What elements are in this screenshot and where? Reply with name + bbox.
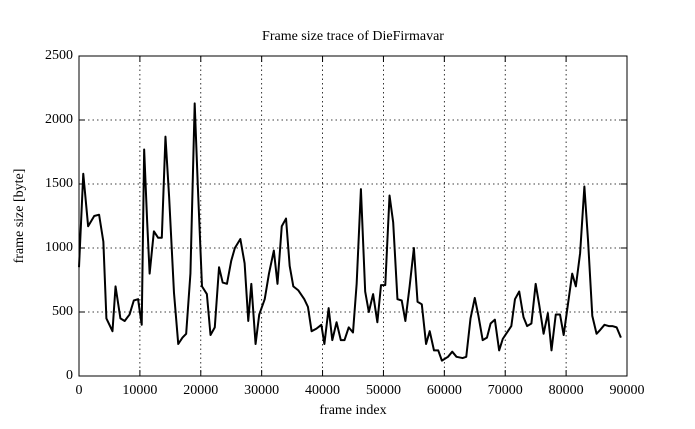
x-tick-label: 30000 (244, 383, 279, 398)
data-line (78, 102, 622, 362)
x-tick-label: 20000 (183, 383, 218, 398)
y-tick-label: 1000 (45, 240, 73, 255)
plot-frame (78, 55, 628, 377)
x-tick-label: 70000 (488, 383, 523, 398)
x-tick-label: 50000 (366, 383, 401, 398)
y-tick-label: 0 (66, 368, 73, 383)
x-tick-label: 60000 (427, 383, 462, 398)
x-tick-label: 90000 (610, 383, 645, 398)
y-tick-label: 1500 (45, 176, 73, 191)
x-tick-label: 0 (76, 383, 83, 398)
x-tick-label: 80000 (549, 383, 584, 398)
y-tick-label: 2500 (45, 48, 73, 63)
chart-title: Frame size trace of DieFirmavar (262, 29, 444, 44)
y-axis-label: frame size [byte] (12, 169, 27, 264)
x-axis-label: frame index (319, 403, 386, 418)
x-tick-label: 10000 (122, 383, 157, 398)
y-tick-label: 500 (52, 304, 73, 319)
x-tick-label: 40000 (305, 383, 340, 398)
y-tick-label: 2000 (45, 112, 73, 127)
